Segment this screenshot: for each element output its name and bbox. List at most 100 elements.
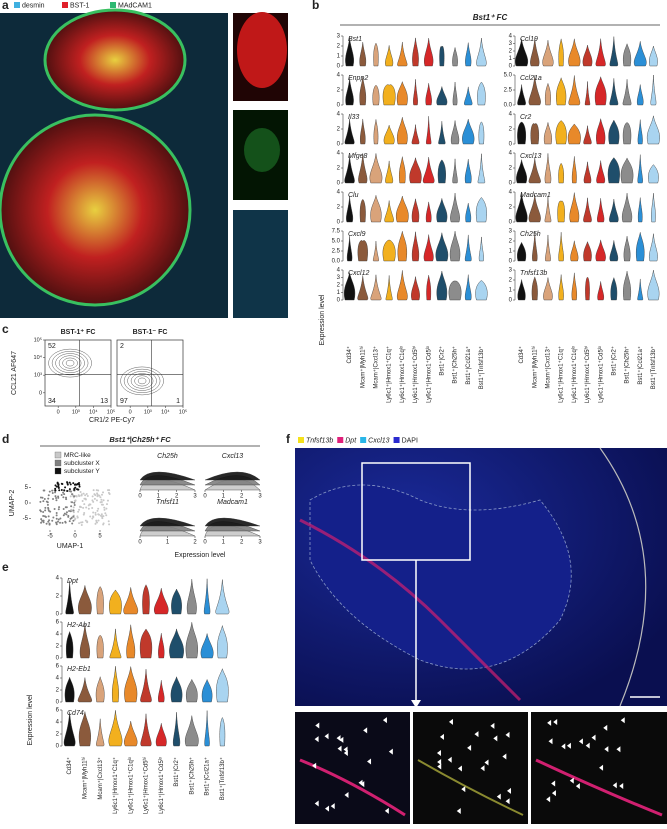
umap-point [68,510,71,513]
arrowhead-marker [480,765,485,772]
y-tick-label: 0 [56,612,60,618]
violin [636,84,644,106]
violin [449,231,461,262]
gene-name: Bst1 [348,36,362,43]
y-tick-label: 1 [509,288,513,294]
arrowhead-marker [456,807,461,814]
contour [62,357,78,369]
violin [425,201,432,223]
arrowhead-marker [384,807,389,814]
legend-swatch [54,451,62,459]
violin [567,123,581,145]
y-tick-label: 0.0 [504,103,513,109]
umap-point [47,506,50,509]
umap-point [107,491,110,494]
arrowhead-marker [551,780,556,787]
umap-point [69,483,72,486]
gene-name: Ccl21a [520,75,542,82]
umap-point [105,503,108,506]
y-tick-label: 2 [337,205,341,211]
umap-point [68,488,71,491]
umap-point [64,506,67,509]
violin [142,584,150,615]
arrowhead-marker [496,793,501,800]
umap-point [62,514,65,517]
violin [555,120,567,145]
umap-point [99,496,102,499]
umap-point [89,515,92,518]
y-tick-label: 2 [337,88,341,94]
umap-point [71,493,74,496]
umap-point [71,522,74,525]
violin [185,715,199,747]
violin [411,276,420,301]
arrowhead-marker [325,805,330,812]
umap-point [96,495,99,498]
y-tick-label: 3 [337,275,341,281]
umap-point [42,514,45,517]
violin [649,46,658,67]
violin [172,712,181,747]
umap-point [42,510,45,513]
umap-point [54,491,57,494]
contour [130,373,154,389]
violin [216,667,229,703]
x-tick-label: 0 [203,494,207,500]
umap-point [78,522,81,525]
umap-point [73,488,76,491]
arrowhead-marker [547,719,552,726]
category-label: Ly6c1⁺|Hmox1⁺Cd5ˡᵒ [425,345,432,403]
violin [154,588,169,615]
violin [595,239,606,262]
gene-name: Ch25h [157,453,178,460]
violin [595,38,606,67]
violin [345,78,354,106]
umap-point [106,499,109,502]
gene-name: Tnfsf11 [156,499,179,506]
umap-point [48,519,51,522]
gene-name: Enpp2 [348,75,368,82]
y-tick-label: 4 [56,632,60,638]
gene-name: Cxcl13 [222,453,244,460]
x-tick-label: 10⁵ [179,408,187,415]
contour [120,366,164,396]
violin [383,125,395,145]
umap-point [42,521,45,524]
violin [462,119,475,145]
umap-point [78,483,81,486]
umap-point [73,501,76,504]
violin [359,76,367,106]
violin [96,635,104,659]
legend-label: DAPI [402,437,418,444]
arrowhead-marker [566,742,571,749]
violin [515,193,528,223]
umap-point [95,499,98,502]
arrowhead-marker [551,790,556,797]
umap-point [78,505,81,508]
arrowhead-marker [546,796,551,803]
arrowhead-marker [561,743,566,750]
follicle-outline [309,484,572,670]
category-label: Mcam⁺|Myh11ʰⁱ [80,757,88,799]
gene-name: Ch25h [520,231,541,238]
violin [647,270,660,301]
umap-point [71,501,74,504]
contour [58,355,82,371]
umap-point [58,489,61,492]
y-tick-label: 2.5 [332,249,341,255]
umap-point [84,498,87,501]
umap-point [105,507,108,510]
gene-name: Mfge8 [348,153,368,160]
legend-swatch [54,467,62,475]
y-axis-label: CCL21 AF647 [11,351,18,395]
umap-point [94,513,97,516]
violin [622,193,633,223]
umap-point [92,511,95,514]
umap-point [42,500,45,503]
umap-point [70,508,73,511]
quadrant-value: 13 [100,398,108,405]
violin [382,84,396,106]
umap-point [47,497,50,500]
umap-point [57,518,60,521]
violin [569,192,580,223]
